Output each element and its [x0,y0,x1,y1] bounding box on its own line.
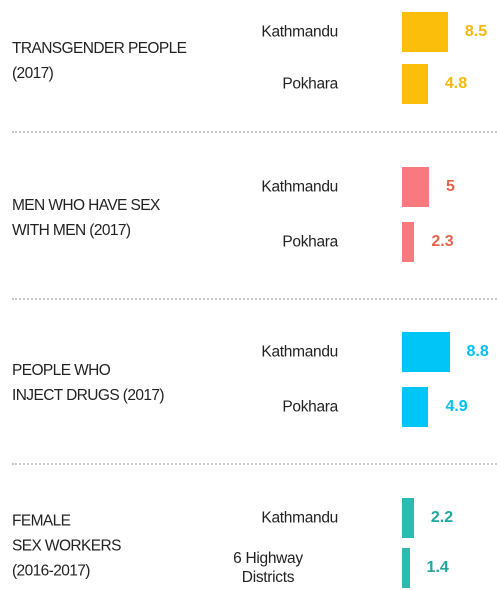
separator [12,298,497,300]
category-label: 6 Highway Districts [233,550,303,586]
bar [402,332,450,372]
value-label: 2.2 [430,509,454,526]
bar [402,548,410,588]
category-label: Kathmandu [261,178,338,196]
bar [402,498,414,538]
value-label: 4.8 [444,75,468,92]
value-label: 1.4 [426,559,449,576]
bar [402,387,429,427]
category-label: Kathmandu [261,509,338,527]
value-label: 5 [446,178,455,195]
group-title: FEMALE SEX WORKERS (2016-2017) [12,512,121,580]
value-label: 2.3 [431,233,454,250]
group-title: MEN WHO HAVE SEX WITH MEN (2017) [12,196,160,239]
group-title: TRANSGENDER PEOPLE (2017) [12,40,187,82]
separator [12,131,497,133]
value-label: 8.8 [466,343,489,360]
separator [12,463,497,465]
category-label: Pokhara [282,398,338,416]
bar [402,64,428,104]
category-label: Pokhara [282,233,338,251]
bar [402,167,429,207]
value-label: 8.5 [464,23,488,40]
category-label: Pokhara [282,75,338,93]
bar [402,222,415,262]
category-label: Kathmandu [261,23,338,41]
value-label: 4.9 [445,398,468,415]
category-label: Kathmandu [261,343,338,361]
bar [402,12,448,52]
group-title: PEOPLE WHO INJECT DRUGS (2017) [12,361,165,404]
